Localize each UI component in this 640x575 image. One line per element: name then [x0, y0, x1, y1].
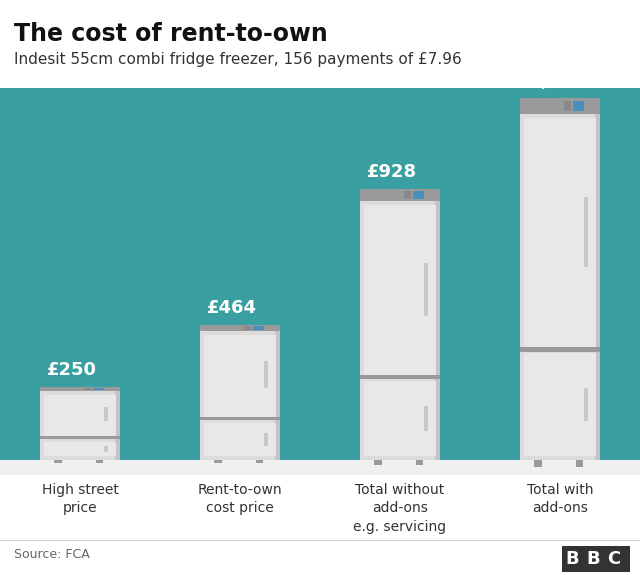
Text: £250: £250 — [47, 361, 97, 379]
Bar — [595, 98, 600, 460]
Bar — [524, 118, 596, 350]
Bar — [584, 388, 588, 421]
Bar — [576, 460, 583, 467]
Bar — [44, 395, 116, 438]
Bar — [520, 98, 600, 460]
Bar — [200, 417, 280, 420]
Bar — [416, 460, 423, 465]
Bar — [84, 388, 92, 390]
Text: Indesit 55cm combi fridge freezer, 156 payments of £7.96: Indesit 55cm combi fridge freezer, 156 p… — [14, 52, 461, 67]
Text: C: C — [607, 550, 621, 568]
Bar — [364, 381, 436, 456]
Bar — [244, 325, 251, 329]
Bar — [404, 191, 412, 200]
Bar — [44, 442, 116, 456]
Bar — [256, 460, 263, 463]
Bar — [253, 325, 264, 329]
Bar — [524, 354, 596, 456]
Bar — [0, 88, 640, 460]
Bar — [424, 263, 428, 316]
Bar — [424, 406, 428, 431]
Text: B: B — [586, 550, 600, 568]
Bar — [200, 325, 280, 460]
Bar — [562, 546, 630, 572]
Bar — [275, 325, 280, 460]
Bar — [264, 362, 268, 388]
Bar — [520, 347, 600, 352]
Text: £928: £928 — [367, 163, 417, 181]
Bar — [204, 335, 276, 419]
Text: Total with
add-ons: Total with add-ons — [527, 483, 593, 515]
Bar — [40, 387, 120, 391]
Bar — [360, 189, 440, 201]
Text: Source: FCA: Source: FCA — [14, 548, 90, 561]
Bar — [93, 388, 104, 390]
Bar — [104, 407, 108, 421]
Bar — [584, 197, 588, 267]
Bar — [435, 189, 440, 460]
Bar — [54, 460, 61, 463]
Bar — [364, 205, 436, 377]
Bar — [115, 387, 120, 460]
Bar — [104, 446, 108, 453]
Text: High street
price: High street price — [42, 483, 118, 515]
Text: £1,242: £1,242 — [517, 72, 587, 90]
Bar — [360, 189, 440, 460]
Bar — [413, 191, 424, 200]
Bar — [204, 423, 276, 456]
Bar — [200, 325, 280, 331]
Bar — [214, 460, 221, 463]
Bar — [520, 98, 600, 114]
Bar — [264, 433, 268, 446]
Bar — [40, 436, 120, 439]
Text: Rent-to-own
cost price: Rent-to-own cost price — [198, 483, 282, 515]
Bar — [40, 387, 120, 460]
Bar — [360, 375, 440, 380]
Bar — [534, 460, 541, 467]
Text: B: B — [565, 550, 579, 568]
Text: £464: £464 — [207, 298, 257, 317]
Bar — [564, 101, 572, 112]
Bar — [0, 460, 640, 475]
Bar — [96, 460, 103, 463]
Text: The cost of rent-to-own: The cost of rent-to-own — [14, 22, 328, 46]
Bar — [374, 460, 381, 465]
Bar — [573, 101, 584, 112]
Text: Total without
add-ons
e.g. servicing: Total without add-ons e.g. servicing — [353, 483, 447, 534]
